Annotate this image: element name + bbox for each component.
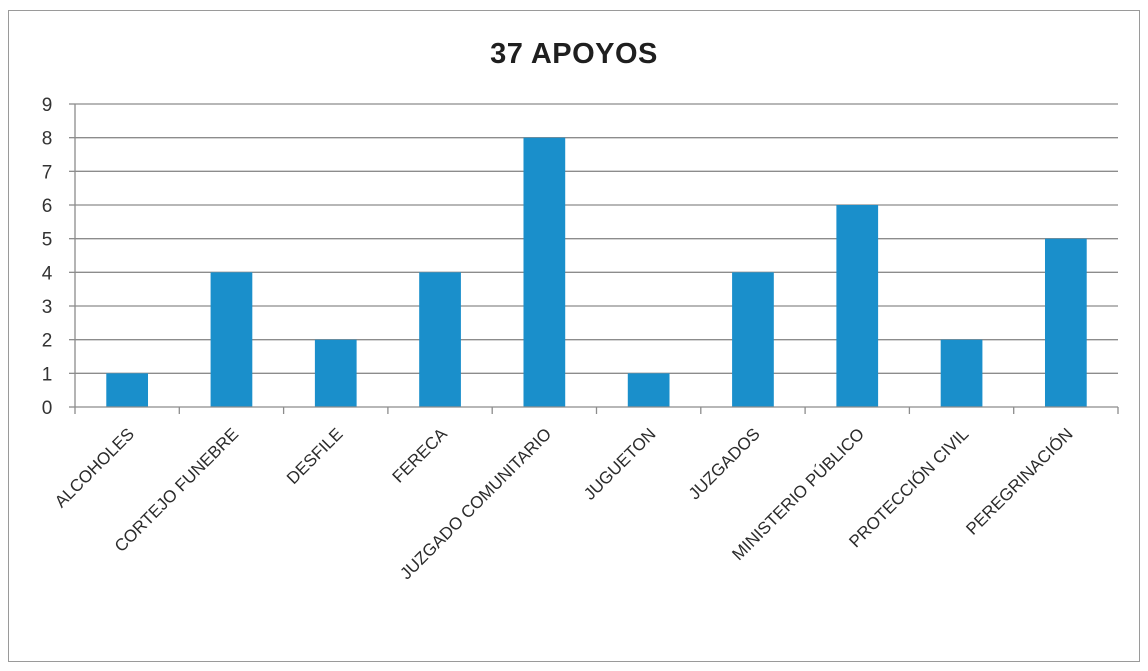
x-tick-label: PROTECCIÓN CIVIL — [845, 424, 972, 551]
bar — [940, 339, 983, 407]
bar — [1044, 238, 1087, 407]
y-tick-label: 8 — [42, 129, 53, 150]
y-tick-label: 7 — [42, 162, 53, 183]
x-tick-label: FERECA — [389, 424, 452, 487]
bar — [419, 272, 461, 407]
y-tick-label: 1 — [42, 364, 53, 385]
x-tick-label: JUGUETON — [580, 424, 659, 503]
bar — [106, 373, 149, 407]
y-tick-label: 0 — [42, 398, 53, 419]
x-tick-label: ALCOHOLES — [51, 424, 138, 511]
y-tick-label: 3 — [42, 297, 53, 318]
bar — [523, 137, 566, 407]
bars — [106, 137, 1087, 407]
chart-title: 37 APOYOS — [490, 38, 658, 70]
y-tick-label: 9 — [42, 95, 53, 116]
bar — [836, 205, 879, 407]
chart-frame — [8, 10, 1140, 662]
bar — [732, 272, 774, 407]
x-tick-label: JUZGADOS — [685, 424, 764, 503]
bar — [210, 272, 253, 407]
bar — [627, 373, 670, 407]
y-tick-label: 4 — [42, 263, 53, 284]
bar — [314, 339, 357, 407]
x-tick-label: PEREGRINACIÓN — [962, 424, 1076, 538]
y-tick-label: 6 — [42, 196, 53, 217]
y-tick-label: 2 — [42, 331, 53, 352]
axes — [69, 103, 1119, 414]
y-tick-label: 5 — [42, 230, 53, 251]
x-tick-label: DESFILE — [283, 424, 347, 488]
